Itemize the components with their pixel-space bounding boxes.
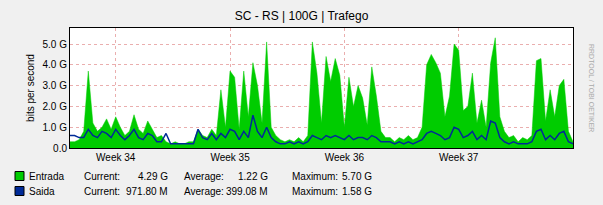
svg-text:Week 37: Week 37 [439, 152, 479, 163]
svg-text:SC - RS | 100G | Trafego: SC - RS | 100G | Trafego [235, 9, 369, 23]
svg-text:Week 36: Week 36 [325, 152, 365, 163]
svg-text:Average:: Average: [184, 171, 224, 182]
svg-text:RRDTOOL / TOBI OETIKER: RRDTOOL / TOBI OETIKER [588, 44, 595, 132]
svg-text:Week 35: Week 35 [210, 152, 250, 163]
svg-text:399.08 M: 399.08 M [226, 186, 268, 197]
svg-text:0.0: 0.0 [53, 143, 67, 154]
svg-text:Maximum:: Maximum: [292, 186, 338, 197]
svg-text:4.29 G: 4.29 G [138, 171, 168, 182]
svg-text:Saida: Saida [29, 186, 55, 197]
svg-text:Week 34: Week 34 [96, 152, 136, 163]
svg-text:5.0 G: 5.0 G [43, 39, 68, 50]
svg-text:971.80 M: 971.80 M [126, 186, 168, 197]
svg-text:Maximum:: Maximum: [292, 171, 338, 182]
svg-text:1.22 G: 1.22 G [238, 171, 268, 182]
svg-text:1.0 G: 1.0 G [43, 122, 68, 133]
svg-text:Entrada: Entrada [29, 171, 64, 182]
svg-text:1.58 G: 1.58 G [342, 186, 372, 197]
svg-text:4.0 G: 4.0 G [43, 59, 68, 70]
svg-text:Current:: Current: [84, 171, 120, 182]
svg-text:3.0 G: 3.0 G [43, 80, 68, 91]
svg-text:Current:: Current: [84, 186, 120, 197]
svg-text:bits per second: bits per second [25, 54, 36, 122]
svg-text:Average:: Average: [184, 186, 224, 197]
svg-text:2.0 G: 2.0 G [43, 101, 68, 112]
svg-text:5.70 G: 5.70 G [342, 171, 372, 182]
